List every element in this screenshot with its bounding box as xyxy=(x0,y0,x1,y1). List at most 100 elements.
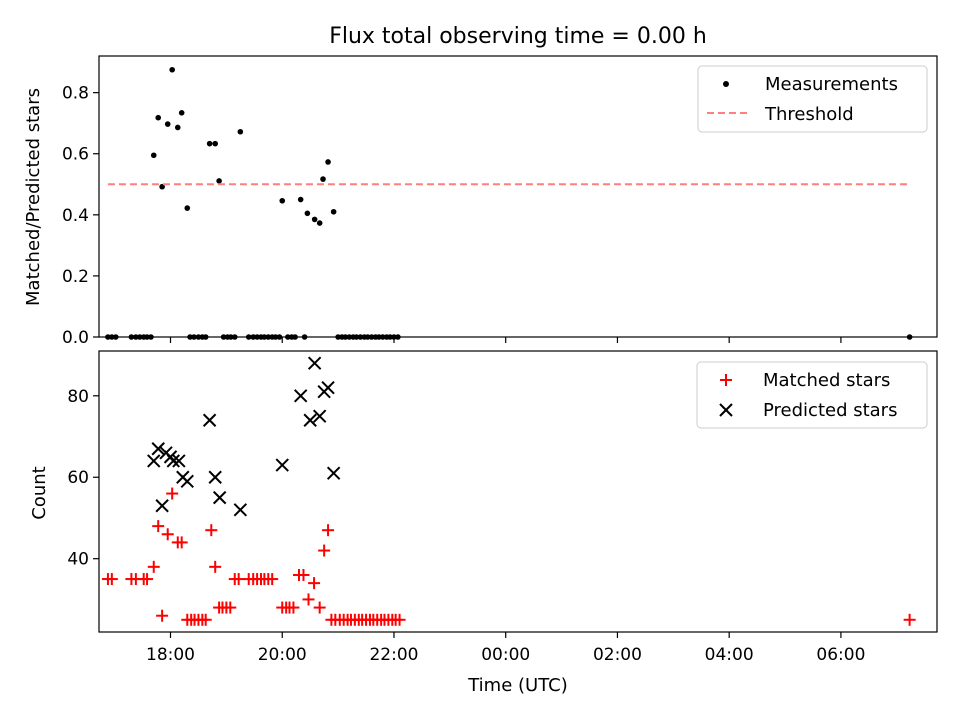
legend-predicted-label: Predicted stars xyxy=(763,400,897,421)
predicted-stars-point xyxy=(303,413,317,427)
legend-threshold-label: Threshold xyxy=(764,104,854,125)
predicted-stars-point xyxy=(151,442,165,456)
measurement-point xyxy=(325,159,331,165)
predicted-stars-point xyxy=(212,490,227,505)
y-tick-label: 60 xyxy=(67,468,89,488)
matched-stars-point xyxy=(287,601,300,614)
matched-stars-point xyxy=(209,560,222,573)
measurement-point xyxy=(174,124,181,131)
predicted-stars-point xyxy=(326,466,341,480)
predicted-stars-point xyxy=(275,458,289,472)
count-y-axis-label: Count xyxy=(29,466,50,519)
x-tick-label: 20:00 xyxy=(258,645,307,665)
measurement-point xyxy=(216,178,222,184)
y-tick-label: 0.8 xyxy=(62,84,89,104)
measurement-point xyxy=(320,176,326,182)
measurement-point xyxy=(212,140,219,147)
chart-title: Flux total observing time = 0.00 h xyxy=(329,24,707,49)
measurement-point xyxy=(297,196,304,203)
predicted-stars-point xyxy=(180,474,194,489)
matched-stars-point xyxy=(318,544,331,557)
legend-measurements-label: Measurements xyxy=(765,74,898,95)
predicted-stars-point xyxy=(312,409,327,423)
matched-stars-point xyxy=(141,573,154,586)
predicted-stars-point xyxy=(147,454,161,468)
predicted-stars-point xyxy=(166,454,181,468)
matched-stars-point xyxy=(161,528,174,541)
matched-stars-point xyxy=(199,613,212,626)
measurement-point xyxy=(279,197,286,204)
ratio-x-axis xyxy=(169,337,842,343)
predicted-stars-point xyxy=(321,380,335,395)
x-tick-label: 02:00 xyxy=(593,645,642,665)
matched-stars-point xyxy=(175,536,188,549)
predicted-stars-point xyxy=(155,499,169,513)
measurement-point xyxy=(304,210,311,217)
ratio-legend: Measurements Threshold xyxy=(697,65,928,133)
ratio-panel: 0.00.20.40.60.8 Matched/Predicted stars … xyxy=(23,55,938,348)
measurement-point xyxy=(169,66,175,73)
measurement-point xyxy=(159,183,165,190)
matched-stars-point xyxy=(393,613,406,626)
y-tick-label: 40 xyxy=(67,550,89,570)
predicted-stars-point xyxy=(202,413,217,427)
x-axis-label: Time (UTC) xyxy=(467,675,568,696)
matched-stars-point xyxy=(903,613,916,626)
predicted-stars-point xyxy=(208,470,222,484)
count-x-axis: 18:00 20:00 22:00 00:00 02:00 04:00 06:00 xyxy=(146,632,865,665)
y-tick-label: 0.4 xyxy=(62,206,89,226)
measurement-point xyxy=(330,208,337,215)
measurement-point xyxy=(316,220,323,226)
x-tick-label: 04:00 xyxy=(705,645,754,665)
measurement-point xyxy=(311,216,318,223)
matched-stars-point xyxy=(166,487,179,500)
ratio-legend-box xyxy=(697,65,928,133)
x-tick-label: 06:00 xyxy=(816,645,865,665)
y-tick-label: 0.6 xyxy=(62,145,89,165)
measurement-point xyxy=(184,205,191,211)
matched-stars-point xyxy=(322,524,335,537)
predicted-stars-point xyxy=(233,503,248,517)
count-axes-frame xyxy=(98,350,938,633)
matched-stars-point xyxy=(302,593,315,606)
measurement-point xyxy=(150,152,157,159)
y-tick-label: 80 xyxy=(67,387,89,407)
matched-stars-point xyxy=(156,609,169,622)
ratio-axes-frame xyxy=(98,55,938,338)
matched-stars-point xyxy=(313,601,326,614)
y-tick-label: 0.0 xyxy=(62,328,89,348)
legend-predicted-marker xyxy=(719,403,733,417)
predicted-stars-point xyxy=(307,356,322,370)
ratio-y-axis-label: Matched/Predicted stars xyxy=(23,88,44,306)
count-legend-box xyxy=(696,361,928,429)
predicted-stars-point xyxy=(172,454,186,468)
matched-stars-point xyxy=(147,560,160,573)
x-tick-label: 00:00 xyxy=(481,645,530,665)
matched-stars-point xyxy=(308,577,321,590)
matched-stars-point xyxy=(232,573,245,586)
matched-stars-point xyxy=(297,568,310,581)
ratio-y-axis: 0.0 0.2 0.4 0.6 0.8 xyxy=(62,84,99,348)
count-legend: Matched stars Predicted stars xyxy=(696,361,928,429)
legend-measurements-marker xyxy=(723,81,729,87)
legend-matched-label: Matched stars xyxy=(763,370,890,391)
matched-stars-point xyxy=(152,520,165,533)
matched-stars-point xyxy=(266,573,279,586)
predicted-stars-point xyxy=(293,389,308,403)
matched-stars-point xyxy=(105,573,118,586)
matched-stars-point xyxy=(224,601,237,614)
count-y-axis: 40 60 80 xyxy=(67,387,99,570)
y-tick-label: 0.2 xyxy=(62,267,89,287)
count-panel: 40 60 80 18:00 20:00 22:00 00:00 02:00 04:00 06:… xyxy=(29,350,938,696)
measurement-point xyxy=(178,110,185,116)
measurement-point xyxy=(237,128,244,135)
count-plot-area xyxy=(101,356,916,626)
x-tick-label: 22:00 xyxy=(369,645,418,665)
legend-matched-marker xyxy=(720,374,732,386)
measurement-point xyxy=(164,121,171,127)
measurement-point xyxy=(206,140,213,147)
x-tick-label: 18:00 xyxy=(146,645,195,665)
measurement-point xyxy=(155,114,162,121)
matched-stars-point xyxy=(205,524,218,537)
